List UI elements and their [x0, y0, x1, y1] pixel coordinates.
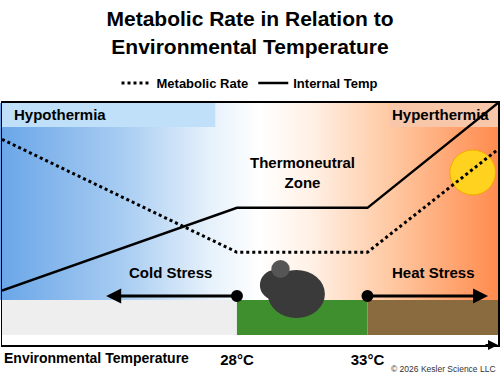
svg-text:Metabolic Rate in Relation toE: Metabolic Rate in Relation toEnvironment…	[106, 7, 393, 57]
svg-text:33°C: 33°C	[351, 351, 385, 368]
svg-text:Internal Temp: Internal Temp	[293, 76, 377, 91]
svg-text:Metabolic Rate: Metabolic Rate	[157, 76, 249, 91]
svg-text:Hyperthermia: Hyperthermia	[392, 106, 489, 123]
svg-text:© 2026 Kesler Science LLC: © 2026 Kesler Science LLC	[391, 364, 496, 374]
svg-text:Environmental Temperature: Environmental Temperature	[4, 350, 189, 366]
svg-text:ThermoneutralZone: ThermoneutralZone	[250, 154, 355, 191]
svg-text:28°C: 28°C	[220, 351, 254, 368]
svg-text:Heat Stress: Heat Stress	[392, 264, 475, 281]
svg-text:Cold Stress: Cold Stress	[129, 264, 212, 281]
svg-text:Hypothermia: Hypothermia	[14, 106, 106, 123]
